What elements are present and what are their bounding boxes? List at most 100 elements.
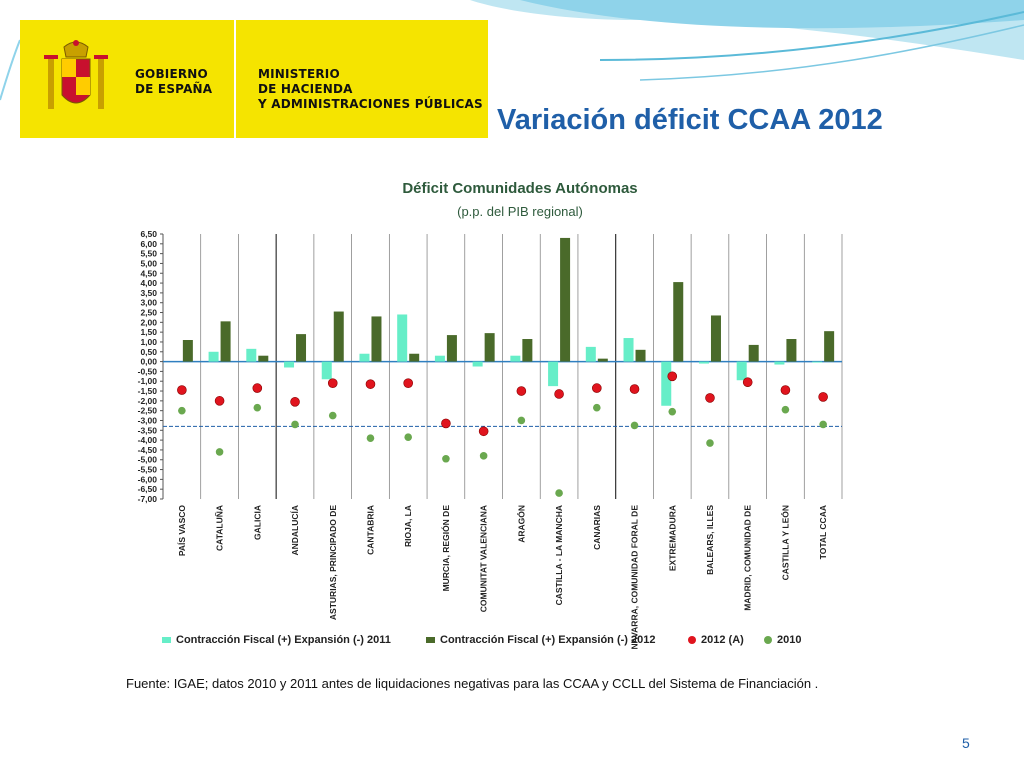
bar-2011 [623, 338, 634, 362]
header-wave-background [0, 0, 1024, 101]
bar-2011 [774, 361, 785, 365]
bar-2011 [208, 351, 219, 362]
legend-swatch-2012 [426, 637, 435, 643]
legend-swatch-2012a [688, 636, 696, 644]
dot-2012a [592, 383, 602, 393]
dot-2012a [818, 392, 828, 402]
dot-2012a [667, 371, 678, 382]
x-category-label: TOTAL CCAA [818, 505, 828, 559]
y-tick-label: 5,00 [140, 258, 157, 268]
dot-2012a [780, 385, 791, 395]
bar-2012 [560, 237, 571, 362]
y-tick-label: -1,50 [138, 386, 158, 396]
y-tick-label: 2,00 [140, 317, 157, 327]
x-category-label: ASTURIAS, PRINCIPADO DE [328, 505, 338, 620]
dot-2010 [366, 434, 375, 442]
y-tick-label: -2,00 [138, 396, 158, 406]
dot-2010 [630, 421, 639, 430]
legend-item-2012a: 2012 (A) [688, 634, 744, 646]
dot-2012a [290, 397, 300, 407]
dot-2010 [404, 433, 412, 441]
y-tick-label: 4,00 [140, 278, 157, 288]
dot-2010 [442, 454, 450, 463]
dot-2010 [706, 439, 714, 447]
dot-2012a [554, 389, 564, 399]
slide-title: Variación déficit CCAA 2012 [497, 104, 883, 136]
y-tick-label: -1,00 [138, 376, 158, 386]
dot-2010 [328, 411, 337, 420]
bar-2011 [246, 348, 257, 362]
bar-2012 [824, 331, 835, 362]
x-category-label: ARAGÓN [515, 505, 526, 543]
y-tick-label: -5,50 [138, 465, 158, 475]
logo-divider [234, 20, 236, 138]
chart-title: Déficit Comunidades Autónomas [402, 180, 638, 197]
bar-2011 [434, 355, 445, 362]
dot-2012a [705, 393, 715, 403]
y-tick-label: 6,50 [140, 229, 157, 239]
coat-of-arms-icon [44, 40, 108, 109]
x-category-label: CASTILLA - LA MANCHA [554, 505, 564, 605]
y-tick-label: -4,50 [138, 445, 158, 455]
y-tick-label: 1,00 [140, 337, 157, 347]
dot-2012a [478, 426, 489, 437]
dot-2012a [214, 396, 225, 406]
ministry-line-1: MINISTERIO [258, 67, 340, 81]
x-category-label: CANTABRIA [365, 505, 375, 555]
chart-subtitle: (p.p. del PIB regional) [457, 204, 583, 219]
dot-2010 [215, 448, 224, 456]
legend-item-2011: Contracción Fiscal (+) Expansión (-) 201… [162, 634, 391, 646]
y-tick-label: -3,00 [138, 415, 158, 425]
dot-2010 [291, 420, 299, 429]
dot-2010 [253, 403, 262, 412]
dot-2012a [403, 378, 413, 388]
y-tick-label: 6,00 [140, 239, 157, 249]
bar-2011 [812, 361, 823, 363]
bar-2011 [397, 314, 408, 362]
x-category-label: MURCIA, REGIÓN DE [440, 505, 451, 592]
government-logo: GOBIERNO DE ESPAÑA MINISTERIO DE HACIEND… [20, 20, 488, 138]
y-tick-label: 4,50 [140, 268, 157, 278]
y-tick-label: 0,50 [140, 347, 157, 357]
y-tick-label: 3,50 [140, 288, 157, 298]
bar-2011 [472, 361, 483, 367]
bar-2012 [258, 355, 269, 362]
dot-2010 [555, 489, 563, 497]
x-category-label: EXTREMADURA [667, 505, 677, 571]
bar-2012 [673, 282, 684, 362]
dot-2010 [781, 405, 790, 414]
bar-2011 [510, 355, 521, 362]
dot-2010 [819, 420, 827, 429]
ministry-name: MINISTERIO DE HACIENDA Y ADMINISTRACIONE… [258, 67, 483, 112]
x-category-label: NAVARRA, COMUNIDAD FORAL DE [630, 505, 640, 650]
page-number: 5 [962, 735, 970, 751]
dot-2012a [629, 384, 640, 394]
bar-2012 [710, 315, 721, 362]
bar-2012 [786, 339, 797, 362]
bar-2012 [371, 316, 382, 362]
dot-2010 [479, 452, 488, 460]
bar-2012 [182, 340, 193, 362]
bar-2012 [409, 353, 420, 362]
bar-2011 [661, 361, 672, 406]
bar-2012 [333, 311, 344, 362]
legend-swatch-2010 [764, 636, 772, 644]
bar-2011 [736, 361, 747, 381]
y-tick-label: 2,50 [140, 308, 157, 318]
x-category-label: BALEARS, ILLES [705, 505, 715, 575]
legend-label-2010: 2010 [777, 634, 802, 646]
legend-item-2012: Contracción Fiscal (+) Expansión (-) 201… [426, 634, 655, 646]
y-tick-label: 0,00 [140, 357, 157, 367]
y-tick-label: -6,50 [138, 484, 158, 494]
bar-2011 [585, 346, 596, 362]
y-tick-label: 3,00 [140, 298, 157, 308]
y-tick-label: -2,50 [138, 406, 158, 416]
x-category-label: RIOJA, LA [403, 505, 413, 547]
x-category-label: CATALUÑA [215, 505, 225, 551]
x-category-label: CASTILLA Y LEÓN [779, 505, 790, 580]
bar-2012 [296, 334, 307, 362]
x-category-label: ANDALUCÍA [290, 505, 300, 556]
legend-swatch-2011 [162, 637, 171, 643]
dot-2012a [441, 418, 451, 429]
